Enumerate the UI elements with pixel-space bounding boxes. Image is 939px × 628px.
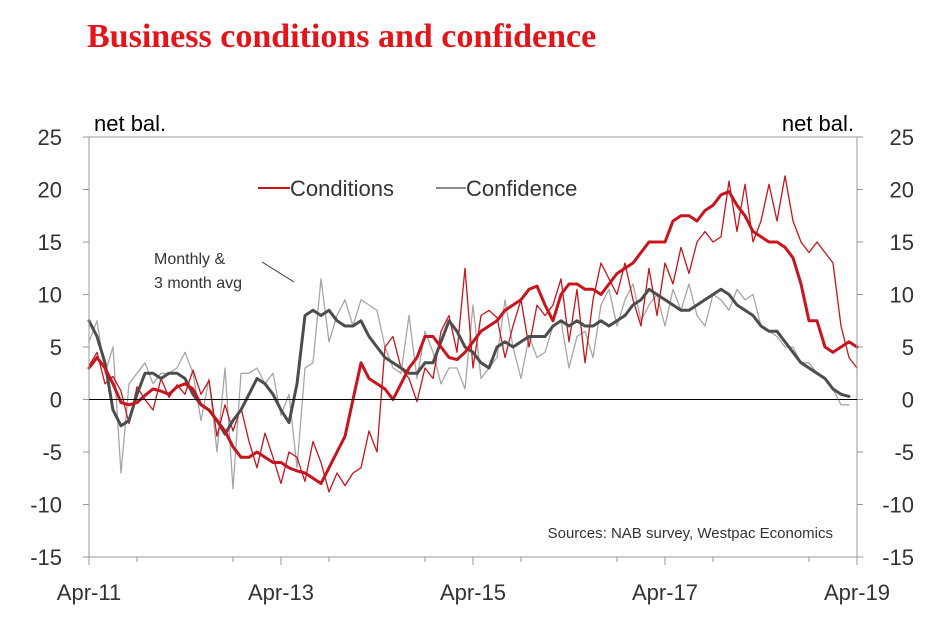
- left-axis-unit-label: net bal.: [94, 111, 166, 136]
- chart-title: Business conditions and confidence: [87, 18, 596, 55]
- x-tick-label: Apr-15: [440, 580, 506, 605]
- annotation-line-2: 3 month avg: [154, 275, 242, 292]
- legend-conditions-label: Conditions: [290, 176, 394, 201]
- legend-confidence-label: Confidence: [466, 176, 577, 201]
- conditions-3m-avg-line: [87, 190, 859, 485]
- annotation-pointer: [261, 261, 295, 283]
- annotation-line-1: Monthly &: [154, 251, 225, 268]
- axis-ticks: -15 -15 -10 -10 -5 -5 0 0 5 5 10 10 15 15 20 20 25 25 Apr-…: [30, 125, 914, 605]
- y-tick-label-left: -10: [30, 493, 62, 518]
- y-tick-label-right: 20: [890, 178, 914, 203]
- y-tick-label-right: -10: [882, 493, 914, 518]
- source-note: Sources: NAB survey, Westpac Economics: [548, 525, 833, 542]
- conditions-monthly-line: [88, 175, 858, 493]
- right-axis-unit-label: net bal.: [782, 111, 854, 136]
- y-tick-label-right: 0: [902, 388, 914, 413]
- series-lines: [87, 175, 859, 493]
- y-tick-label-left: 0: [50, 388, 62, 413]
- plot-frame: [88, 136, 858, 558]
- x-tick-label: Apr-13: [248, 580, 314, 605]
- y-tick-label-left: 10: [38, 283, 62, 308]
- y-tick-label-right: 5: [902, 335, 914, 360]
- legend: Conditions Confidence: [258, 176, 577, 201]
- x-tick-label: Apr-17: [632, 580, 698, 605]
- y-tick-label-left: 20: [38, 178, 62, 203]
- y-tick-label-right: -15: [882, 545, 914, 570]
- x-tick-label: Apr-11: [57, 580, 121, 605]
- x-tick-label: Apr-19: [824, 580, 890, 605]
- y-tick-label-left: -5: [42, 440, 62, 465]
- y-tick-label-right: 15: [890, 230, 914, 255]
- y-tick-label-left: 15: [38, 230, 62, 255]
- y-tick-label-right: -5: [894, 440, 914, 465]
- y-tick-label-right: 10: [890, 283, 914, 308]
- y-tick-label-right: 25: [890, 125, 914, 150]
- y-tick-label-left: 25: [38, 125, 62, 150]
- y-tick-label-left: -15: [30, 545, 62, 570]
- y-tick-label-left: 5: [50, 335, 62, 360]
- annotation: Monthly & 3 month avg: [154, 251, 295, 292]
